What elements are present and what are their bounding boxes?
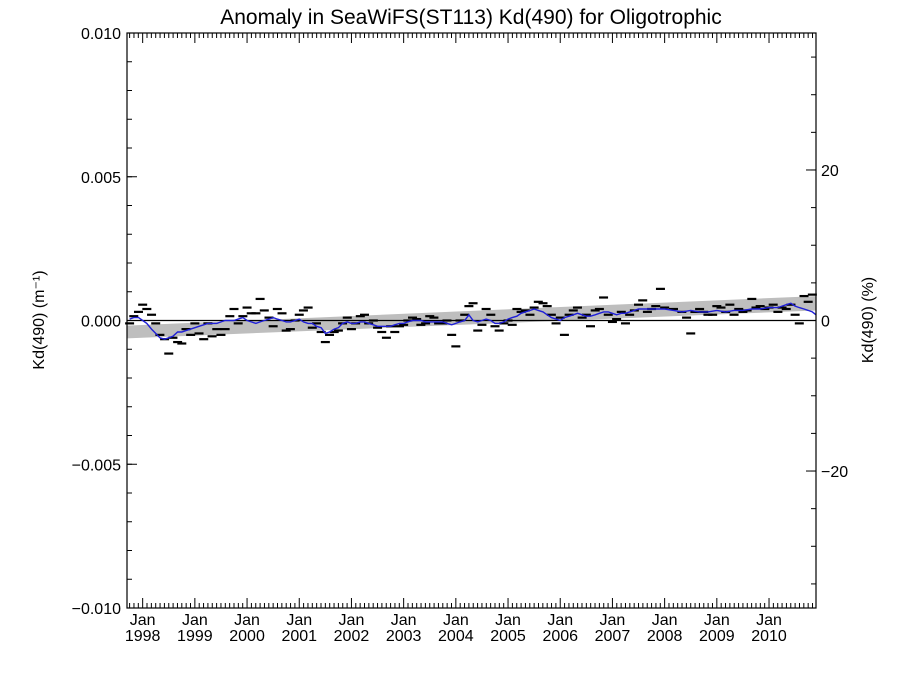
right-tick-label: 20 [821,163,839,180]
x-tick-month-label: Jan [547,612,573,629]
x-tick-year-label: 2004 [438,628,474,645]
x-tick-year-label: 2009 [699,628,735,645]
x-tick-year-label: 2001 [281,628,317,645]
left-tick-label: 0.000 [81,314,121,331]
running-mean-layer [129,302,817,340]
x-tick-month-label: Jan [286,612,312,629]
right-y-axis: 20 0 −20 [806,56,848,585]
x-tick-month-label: Jan [443,612,469,629]
x-tick-month-label: Jan [182,612,208,629]
left-y-axis: 0.010 0.005 0.000 −0.005 −0.010 [72,26,137,618]
x-tick-year-label: 2005 [490,628,526,645]
chart-title: Anomaly in SeaWiFS(ST113) Kd(490) for Ol… [220,6,721,29]
x-tick-year-label: 2007 [595,628,631,645]
x-tick-year-label: 2003 [386,628,422,645]
left-y-axis-label: Kd(490) (m⁻¹) [31,270,48,369]
x-tick-month-label: Jan [704,612,730,629]
right-y-axis-label: Kd(490) (%) [860,277,877,363]
x-tick-month-label: Jan [234,612,260,629]
x-tick-year-label: 2010 [751,628,787,645]
x-tick-year-label: 2002 [334,628,370,645]
left-tick-label: 0.010 [81,26,121,43]
x-tick-month-label: Jan [756,612,782,629]
x-tick-month-label: Jan [339,612,365,629]
x-tick-month-label: Jan [495,612,521,629]
left-tick-label: −0.005 [72,457,121,474]
left-tick-label: −0.010 [72,601,121,618]
left-tick-label: 0.005 [81,170,121,187]
running-mean-line [129,302,817,340]
x-tick-year-label: 2006 [542,628,578,645]
x-tick-month-label: Jan [600,612,626,629]
right-tick-label: 0 [821,314,830,331]
plot-area [125,32,817,609]
x-tick-year-label: 2000 [229,628,265,645]
x-tick-month-label: Jan [130,612,156,629]
x-axis: Jan1998Jan1999Jan2000Jan2001Jan2002Jan20… [125,33,814,645]
right-tick-label: −20 [821,464,848,481]
x-tick-year-label: 1998 [125,628,161,645]
x-tick-year-label: 1999 [177,628,213,645]
x-tick-month-label: Jan [652,612,678,629]
x-tick-year-label: 2008 [647,628,683,645]
x-tick-month-label: Jan [391,612,417,629]
